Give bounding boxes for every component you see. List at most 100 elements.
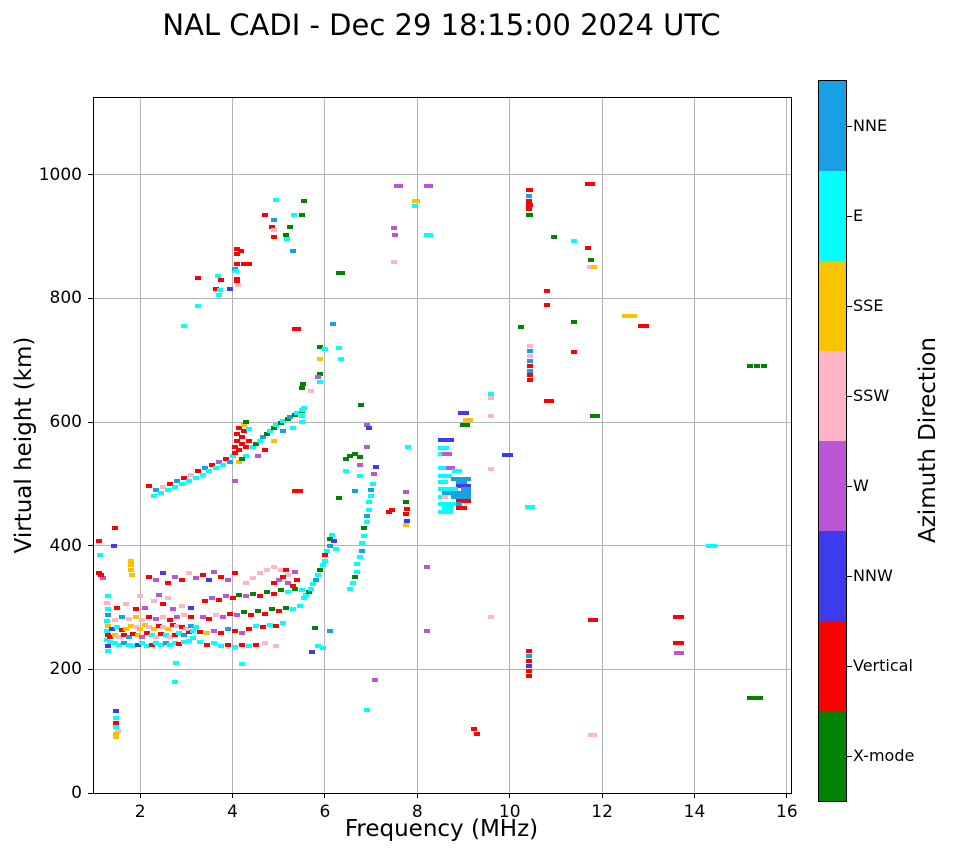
colorbar-tick (847, 126, 852, 127)
colorbar-label-nne: NNE (853, 116, 888, 135)
y-gridline (94, 545, 791, 547)
data-point (587, 617, 594, 622)
data-point (746, 364, 753, 369)
data-point (151, 599, 158, 604)
data-point (153, 635, 160, 640)
data-point (282, 605, 289, 610)
data-point (112, 720, 119, 725)
data-point (130, 632, 137, 637)
data-point (488, 614, 495, 619)
colorbar-label-ssw: SSW (853, 386, 890, 405)
data-point (190, 628, 197, 633)
data-point (677, 640, 684, 645)
data-point (266, 622, 273, 627)
y-gridline (94, 297, 791, 299)
data-point (284, 236, 291, 241)
data-point (470, 726, 477, 731)
data-point (245, 438, 252, 443)
data-point (172, 679, 179, 684)
data-point (199, 573, 206, 578)
data-point (103, 628, 110, 633)
data-point (268, 225, 275, 230)
data-point (594, 413, 601, 418)
data-point (526, 659, 533, 664)
data-point (114, 605, 121, 610)
data-point (220, 463, 227, 468)
colorbar-tick (847, 666, 852, 667)
data-point (250, 591, 257, 596)
data-point (298, 588, 305, 593)
data-point (442, 479, 449, 484)
colorbar-label-w: W (853, 476, 869, 495)
data-point (234, 246, 241, 251)
data-point (404, 518, 411, 523)
data-point (365, 426, 372, 431)
data-point (208, 596, 215, 601)
data-point (442, 494, 449, 499)
data-point (388, 507, 395, 512)
data-point (125, 616, 132, 621)
data-point (250, 444, 257, 449)
x-tick (324, 793, 326, 798)
data-point (356, 554, 363, 559)
data-point (303, 593, 310, 598)
data-point (181, 475, 188, 480)
data-point (243, 444, 250, 449)
plot-area: 2 4 6 8 10 12 14 16 0 200 400 600 800 1000 (39, 97, 798, 822)
x-tick-label: 2 (134, 802, 146, 822)
data-point (526, 664, 533, 669)
data-point (173, 660, 180, 665)
data-point (134, 642, 141, 647)
chart-title: NAL CADI - Dec 29 18:15:00 2024 UTC (162, 8, 721, 42)
data-point (592, 617, 599, 622)
data-point (591, 733, 598, 738)
x-tick-label: 14 (683, 802, 706, 822)
data-point (231, 444, 238, 449)
data-point (446, 491, 453, 496)
data-point (167, 481, 174, 486)
colorbar-label-x-mode: X-mode (853, 746, 915, 765)
data-point (234, 438, 241, 443)
data-point (442, 487, 449, 492)
data-point (328, 532, 335, 537)
data-point (137, 594, 144, 599)
data-point (148, 642, 155, 647)
data-point (631, 314, 638, 319)
data-point (312, 577, 319, 582)
data-point (104, 643, 111, 648)
data-point (442, 501, 449, 506)
data-point (548, 398, 555, 403)
data-point (308, 389, 315, 394)
data-point (317, 371, 324, 376)
data-point (134, 633, 141, 638)
colorbar-segment-e (819, 171, 846, 261)
data-point (187, 605, 194, 610)
data-point (326, 537, 333, 542)
data-point (111, 633, 118, 638)
data-point (234, 262, 241, 267)
data-point (295, 326, 302, 331)
data-point (363, 520, 370, 525)
data-point (178, 604, 185, 609)
data-point (287, 225, 294, 230)
data-point (197, 639, 204, 644)
data-point (465, 483, 472, 488)
data-point (299, 381, 306, 386)
data-point (127, 624, 134, 629)
colorbar-tick (847, 756, 852, 757)
data-point (125, 642, 132, 647)
data-point (361, 526, 368, 531)
data-point (264, 590, 271, 595)
data-point (236, 426, 243, 431)
data-point (103, 637, 110, 642)
data-point (438, 451, 445, 456)
data-point (167, 634, 174, 639)
data-point (423, 565, 430, 570)
data-point (204, 631, 211, 636)
data-point (112, 731, 119, 736)
data-point (338, 356, 345, 361)
data-point (351, 574, 358, 579)
data-point (132, 614, 139, 619)
x-gridline (139, 98, 141, 793)
x-tick-label: 10 (498, 802, 521, 822)
